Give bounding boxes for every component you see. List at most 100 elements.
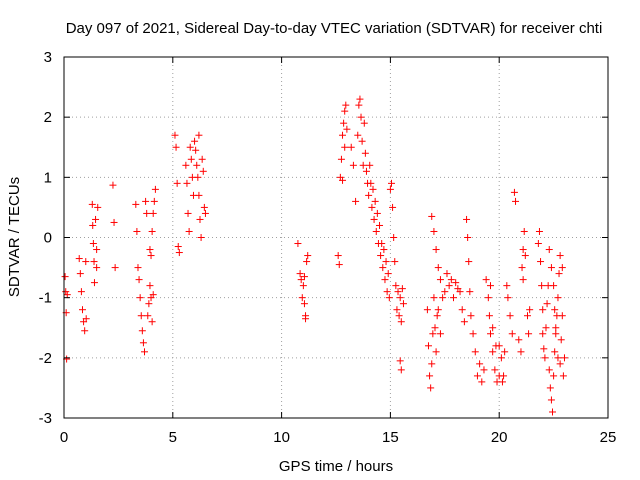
data-point [352,197,360,205]
data-point [452,279,460,287]
data-point [174,243,182,251]
data-point [173,179,181,187]
data-point [136,294,144,302]
data-point [76,270,84,278]
data-point [423,306,431,314]
data-point [343,125,351,133]
data-point [517,348,525,356]
data-point [551,306,559,314]
data-point [550,372,558,380]
data-point [557,336,565,344]
data-point [399,300,407,308]
data-point [381,276,389,284]
data-point [518,264,526,272]
data-point [551,348,559,356]
data-point [489,348,497,356]
data-point [141,348,149,356]
data-point [197,234,205,241]
data-point [366,161,374,169]
data-point [376,221,384,229]
data-point [195,191,203,199]
data-point [427,384,435,392]
x-axis-label: GPS time / hours [279,458,393,475]
data-point [383,288,391,296]
data-point [464,234,472,241]
data-point [149,209,157,217]
y-tick-label: 0 [44,230,52,247]
data-point [341,143,349,151]
data-point [137,312,145,320]
data-point [486,330,494,338]
data-point [300,300,308,308]
data-point [541,354,549,362]
data-point [135,276,143,284]
data-point [185,227,193,235]
data-point [552,324,560,332]
data-point [368,203,376,211]
data-point [476,360,484,368]
data-point [341,107,349,115]
y-tick-label: -2 [39,350,52,367]
axis-ticks [63,56,609,419]
data-point [558,264,566,272]
data-point [378,240,386,248]
data-point [138,327,146,335]
data-point [342,101,350,109]
data-point [386,185,394,193]
data-point [501,348,509,356]
y-tick-label: 1 [44,169,52,186]
data-point [147,252,155,260]
data-point [145,300,153,308]
data-point [473,372,481,380]
data-point [78,306,86,314]
data-point [433,312,441,320]
data-point [504,294,512,302]
data-point [334,252,342,260]
data-point [547,264,555,272]
y-tick-label: -3 [39,410,52,427]
y-tick-label: -1 [39,290,52,307]
data-point [90,258,98,266]
data-point [426,372,434,380]
data-point [441,288,449,296]
data-point [90,279,98,287]
data-point [365,191,373,199]
data-point [547,396,555,404]
data-point [373,209,381,217]
data-point [392,282,400,290]
data-point [428,212,436,220]
data-point [540,345,548,353]
data-point [555,270,563,278]
data-point [523,312,531,320]
data-point [146,246,154,254]
data-point [150,197,158,205]
data-point [489,324,497,332]
data-point [430,227,438,235]
data-point [369,185,377,193]
data-point [436,330,444,338]
data-point [495,342,503,350]
data-point [183,179,191,187]
data-point [480,366,488,374]
data-point [389,203,397,211]
data-point [491,366,499,374]
y-axis-tick-labels: -3 -2 -1 0 1 2 3 [39,49,52,427]
data-point [556,252,564,260]
data-point [339,176,347,184]
data-point [519,246,527,254]
data-points [61,95,568,416]
data-point [77,288,85,296]
data-point [556,360,564,368]
data-point [460,318,468,326]
data-point [195,131,203,139]
data-point [144,312,152,320]
data-point [193,161,201,169]
data-point [552,330,560,338]
data-point [171,131,179,139]
y-tick-label: 3 [44,49,52,66]
data-point [546,384,554,392]
data-point [377,252,385,260]
data-point [525,330,533,338]
data-point [559,372,567,380]
data-point [297,276,305,284]
